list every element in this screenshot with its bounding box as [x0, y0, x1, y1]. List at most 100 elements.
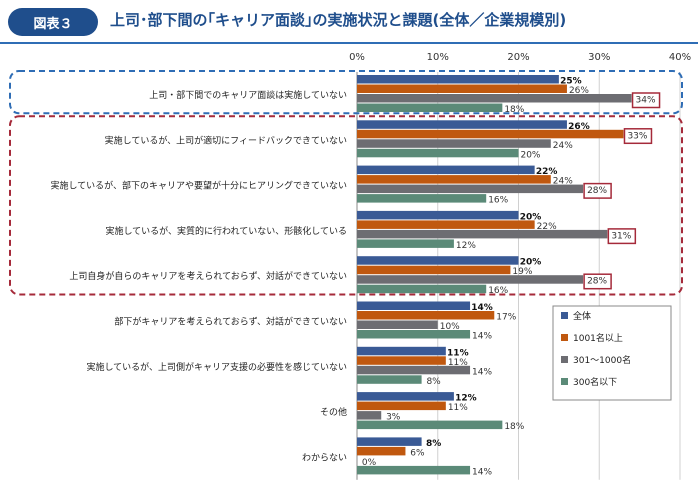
data-label: 20% — [520, 150, 540, 160]
bar — [357, 320, 438, 329]
data-label: 14% — [471, 303, 493, 313]
data-label: 25% — [560, 77, 582, 87]
data-label: 6% — [410, 448, 425, 458]
legend-label: 301～1000名 — [573, 354, 631, 366]
bar — [357, 210, 519, 220]
data-label: 14% — [472, 467, 492, 477]
bar — [357, 284, 487, 294]
data-label: 33% — [627, 131, 647, 141]
highlight-box — [583, 273, 612, 290]
bar — [357, 446, 406, 456]
bar — [357, 229, 608, 239]
data-label: 22% — [537, 222, 557, 232]
legend-swatch — [561, 334, 568, 341]
category-label: 実施しているが、実質的に行われていない、形骸化している — [105, 225, 347, 237]
data-label: 17% — [496, 313, 516, 323]
data-label: 0% — [362, 458, 377, 468]
x-tick-label: 40% — [669, 52, 691, 63]
figure-badge: 図表３ — [8, 8, 98, 36]
bar — [357, 256, 519, 265]
bar — [357, 275, 584, 284]
highlight-box — [623, 128, 653, 145]
chart-title: 上司･部下間の｢キャリア面談｣の実施状況と課題(全体／企業規模別) — [110, 11, 567, 29]
bar — [357, 94, 632, 103]
category-label: 実施しているが、部下のキャリアや要望が十分にヒアリングできていない — [50, 180, 347, 192]
highlight-box — [631, 92, 661, 109]
x-tick-label: 0% — [349, 52, 365, 63]
data-label: 18% — [504, 105, 524, 115]
data-label: 26% — [569, 86, 589, 96]
data-label: 11% — [447, 348, 469, 358]
category-label: わからない — [302, 452, 347, 463]
bar — [357, 401, 446, 411]
legend-swatch — [561, 356, 568, 363]
group-issues-box — [9, 115, 683, 296]
category-label: 上司・部下間でのキャリア面談は実施していない — [149, 89, 347, 101]
data-label: 8% — [426, 439, 441, 449]
legend-label: 全体 — [573, 310, 591, 322]
bar — [357, 103, 503, 112]
bar — [357, 356, 446, 365]
bar — [357, 148, 519, 158]
bar — [357, 301, 471, 310]
bar — [357, 420, 503, 430]
bar — [357, 139, 551, 148]
bar — [357, 365, 471, 375]
bar — [357, 129, 624, 139]
legend-swatch — [561, 378, 568, 385]
bar — [357, 120, 567, 129]
bar — [357, 184, 584, 194]
bar — [357, 220, 535, 229]
bar — [357, 75, 559, 84]
bar — [357, 265, 511, 275]
bar — [357, 194, 487, 203]
data-label: 3% — [386, 413, 401, 423]
bar — [357, 165, 535, 175]
bar — [357, 330, 471, 339]
highlight-box — [607, 228, 637, 245]
category-label: 実施しているが、上司側がキャリア支援の必要性を感じていない — [86, 361, 347, 373]
data-label: 11% — [448, 358, 468, 368]
bar — [357, 239, 454, 248]
highlight-box — [583, 182, 612, 199]
bar — [357, 84, 567, 93]
data-label: 28% — [587, 277, 607, 287]
legend-label: 1001名以上 — [573, 332, 623, 344]
data-label: 26% — [568, 122, 590, 132]
bar — [357, 392, 454, 401]
data-label: 22% — [536, 167, 558, 177]
data-label: 12% — [455, 394, 477, 404]
category-label: 実施しているが、上司が適切にフィードバックできていない — [105, 134, 347, 146]
bar — [357, 175, 551, 184]
group-not-implemented-box — [9, 70, 683, 115]
data-label: 31% — [611, 231, 631, 241]
data-label: 24% — [553, 177, 573, 187]
data-label: 11% — [448, 403, 468, 413]
data-label: 16% — [488, 196, 508, 206]
bar — [357, 346, 446, 356]
data-label: 14% — [472, 367, 492, 377]
data-label: 10% — [440, 322, 460, 332]
data-label: 20% — [520, 258, 542, 268]
bar — [357, 375, 422, 384]
legend-label: 300名以下 — [573, 376, 617, 388]
data-label: 20% — [520, 212, 542, 222]
title-underline — [0, 42, 698, 44]
bar — [357, 437, 422, 446]
bar — [357, 411, 382, 420]
category-label: 部下がキャリアを考えられておらず、対話ができていない — [114, 316, 347, 328]
data-label: 34% — [636, 96, 656, 106]
x-tick-label: 10% — [427, 52, 449, 63]
x-tick-label: 20% — [507, 52, 529, 63]
bar — [357, 311, 495, 320]
x-tick-label: 30% — [588, 52, 610, 63]
data-label: 28% — [587, 186, 607, 196]
data-label: 24% — [553, 141, 573, 151]
legend-box — [552, 305, 672, 401]
bar — [357, 465, 471, 475]
data-label: 14% — [472, 332, 492, 342]
data-label: 19% — [512, 267, 532, 277]
category-label: 上司自身が自らのキャリアを考えられておらず、対話ができていない — [69, 270, 347, 282]
legend-swatch — [561, 312, 568, 319]
